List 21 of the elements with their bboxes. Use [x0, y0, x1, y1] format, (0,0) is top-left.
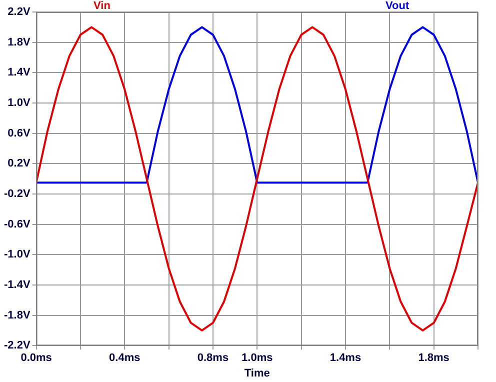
- y-tick-label: -1.0V: [4, 248, 31, 261]
- x-tick-label: 1.8ms: [418, 352, 450, 364]
- y-tick-label: 2.2V: [8, 6, 31, 18]
- x-tick-label: 0.0ms: [20, 352, 52, 364]
- series-label: Vin: [94, 0, 111, 12]
- series-label: Vout: [386, 0, 410, 12]
- y-tick-label: -1.4V: [4, 278, 31, 291]
- x-axis-title: Time: [244, 367, 270, 380]
- y-tick-label: 1.4V: [8, 66, 31, 79]
- y-tick-label: -1.8V: [4, 309, 31, 322]
- x-tick-label: 0.8ms: [197, 352, 229, 364]
- x-tick-label: 1.4ms: [330, 352, 362, 364]
- x-tick-label: 0.4ms: [109, 352, 140, 364]
- x-tick-label: 1.0ms: [242, 352, 273, 364]
- y-tick-label: 1.8V: [8, 36, 31, 48]
- y-tick-label: -0.2V: [4, 188, 31, 200]
- y-tick-label: -2.2V: [4, 340, 31, 352]
- y-tick-label: -0.6V: [4, 218, 31, 230]
- y-tick-label: 1.0V: [8, 97, 31, 110]
- y-tick-label: 0.2V: [8, 158, 31, 170]
- y-tick-label: 0.6V: [8, 127, 31, 140]
